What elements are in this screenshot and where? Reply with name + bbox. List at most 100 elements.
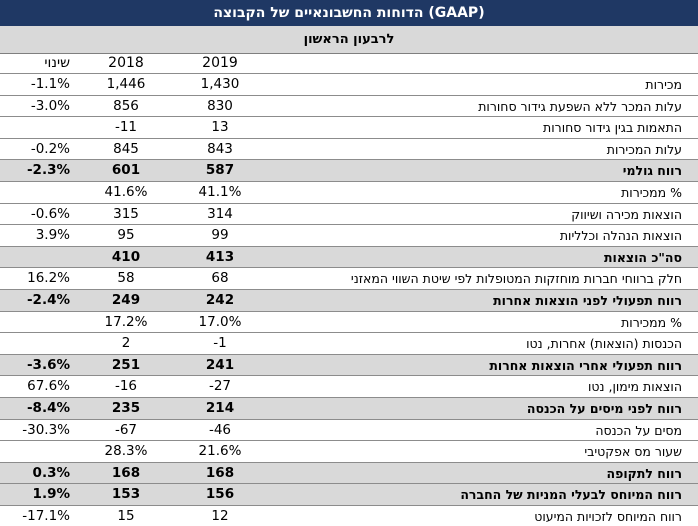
- value-2018: 410: [111, 248, 141, 265]
- value-change: -0.6%: [30, 205, 70, 222]
- row-label: % ממכירות: [621, 314, 682, 330]
- value-2019: 156: [205, 486, 235, 503]
- table-row: סה"כ הוצאות 413 410: [0, 245, 698, 268]
- row-label: הוצאות הנהלה וכלליות: [559, 228, 682, 244]
- table-row: רווח תפעולי אחרי הוצאות אחרות 241 251 -3.6%: [0, 353, 698, 376]
- value-2018: 17.2%: [104, 313, 148, 330]
- row-label: התאמות בגין גידור סחורות: [543, 120, 682, 136]
- table-row: רווח המיוחס לבעלי המניות של החברה 156 153 1…: [0, 483, 698, 505]
- table-row: עלות המכירות 843 845 -0.2%: [0, 137, 698, 160]
- value-2018: 235: [111, 399, 141, 416]
- value-2019: 68: [211, 270, 229, 287]
- row-label: הוצאות מכירה ושיווק: [571, 206, 682, 222]
- table-row: רווח המיוחס לזכויות המיעוט 12 15 -17.1%: [0, 504, 698, 526]
- value-2019: 21.6%: [198, 443, 242, 460]
- value-change: 1.9%: [32, 486, 70, 503]
- period-subtitle: לרבעון הראשון: [0, 26, 698, 54]
- value-2019: 413: [205, 248, 235, 265]
- value-change: 67.6%: [27, 378, 70, 395]
- value-2018: 251: [111, 356, 141, 373]
- value-2018: 601: [111, 162, 141, 179]
- table-row: רווח לפני מיסים על הכנסה 214 235 -8.4%: [0, 396, 698, 419]
- value-2019: 314: [207, 205, 233, 222]
- row-label: מכירות: [645, 77, 682, 92]
- table-row: רווח תפעולי לפני הוצאות אחרות 242 249 -2.4%: [0, 288, 698, 311]
- value-change: -3.6%: [26, 356, 70, 373]
- value-2018: 2: [121, 335, 131, 352]
- table-title: הדוחות החשבונאיים של הקבוצה (GAAP): [0, 0, 698, 26]
- row-label: סה"כ הוצאות: [604, 249, 682, 265]
- row-label: רווח המיוחס לבעלי המניות של החברה: [460, 487, 682, 503]
- row-label: רווח המיוחס לזכויות המיעוט: [534, 508, 682, 524]
- table-body: מכירות 1,430 1,446 -1.1% עלות המכר ללא השפעת…: [0, 73, 698, 526]
- table-row: רווח לתקופה 168 168 0.3%: [0, 461, 698, 484]
- value-change: -2.4%: [26, 291, 70, 308]
- value-2019: 168: [205, 464, 235, 481]
- value-2019: 830: [207, 97, 233, 114]
- table-row: הכנסות (הוצאות) אחרות, נטו -1 2: [0, 332, 698, 354]
- row-label: מסים על הכנסה: [595, 422, 682, 438]
- column-header-2019: 2019: [202, 55, 238, 71]
- value-2018: 15: [117, 507, 135, 524]
- value-2018: 315: [113, 205, 139, 222]
- value-2018: 1,446: [106, 76, 146, 92]
- table-row: הוצאות מימון, נטו -27 -16 67.6%: [0, 375, 698, 397]
- value-2018: 856: [113, 97, 139, 114]
- column-header-change: שינוי: [44, 55, 70, 71]
- row-label: רווח לפני מיסים על הכנסה: [526, 400, 682, 416]
- value-2019: 12: [211, 507, 229, 524]
- value-change: -1.1%: [30, 76, 70, 92]
- row-label: רווח תפעולי אחרי הוצאות אחרות: [489, 357, 682, 373]
- value-change: 3.9%: [35, 227, 70, 244]
- value-change: -3.0%: [30, 97, 70, 114]
- value-change: 0.3%: [32, 464, 70, 481]
- table-row: הוצאות הנהלה וכלליות 99 95 3.9%: [0, 224, 698, 246]
- table-row: רווח גולמי 587 601 -2.3%: [0, 159, 698, 181]
- value-2019: 241: [205, 356, 235, 373]
- row-label: רווח תפעולי לפני הוצאות אחרות: [493, 292, 682, 308]
- value-change: -17.1%: [22, 507, 70, 524]
- row-label: הכנסות (הוצאות) אחרות, נטו: [526, 336, 682, 352]
- value-change: -2.3%: [26, 162, 70, 179]
- value-2019: 99: [211, 227, 229, 244]
- value-2019: -27: [208, 378, 232, 395]
- row-label: רווח גולמי: [622, 163, 682, 179]
- value-change: -8.4%: [26, 399, 70, 416]
- value-2019: 214: [205, 399, 235, 416]
- row-label: רווח לתקופה: [606, 465, 682, 481]
- value-2019: 41.1%: [198, 183, 242, 200]
- column-header-2018: 2018: [108, 55, 144, 71]
- table-row: חלק ברווחי חברות מוחזקות המטופלות לפי שי…: [0, 267, 698, 289]
- table-row: התאמות בגין גידור סחורות 13 -11: [0, 116, 698, 138]
- value-2018: 58: [117, 270, 135, 287]
- value-2018: -16: [114, 378, 138, 395]
- value-2018: 249: [111, 291, 141, 308]
- value-2018: -11: [114, 119, 138, 136]
- value-2019: 1,430: [200, 76, 240, 92]
- table-row: מסים על הכנסה -46 -67 -30.3%: [0, 418, 698, 441]
- row-label: חלק ברווחי חברות מוחזקות המטופלות לפי שי…: [350, 271, 682, 287]
- value-2018: 845: [113, 140, 139, 157]
- row-label: עלות המכר ללא השפעת גידור סחורות: [478, 98, 682, 114]
- row-label: הוצאות מימון, נטו: [588, 379, 682, 395]
- value-2019: 17.0%: [198, 313, 242, 330]
- value-2018: -67: [114, 421, 138, 438]
- value-2018: 168: [111, 464, 141, 481]
- value-2018: 153: [111, 486, 141, 503]
- value-2018: 41.6%: [104, 183, 148, 200]
- value-2019: -1: [213, 335, 227, 352]
- value-change: -30.3%: [22, 421, 70, 438]
- table-row: הוצאות מכירה ושיווק 314 315 -0.6%: [0, 202, 698, 225]
- column-header-row: 2019 2018 שינוי: [0, 53, 698, 73]
- table-row: שעור מס אפקטיבי 21.6% 28.3%: [0, 440, 698, 462]
- table-row: עלות המכר ללא השפעת גידור סחורות 830 856 -3…: [0, 94, 698, 117]
- row-label: עלות המכירות: [606, 141, 682, 157]
- value-change: 16.2%: [27, 270, 70, 287]
- value-2018: 28.3%: [104, 443, 148, 460]
- value-2019: 13: [211, 119, 229, 136]
- value-2019: -46: [208, 421, 232, 438]
- row-label: שעור מס אפקטיבי: [584, 444, 682, 460]
- value-2018: 95: [117, 227, 135, 244]
- row-label: % ממכירות: [621, 184, 682, 200]
